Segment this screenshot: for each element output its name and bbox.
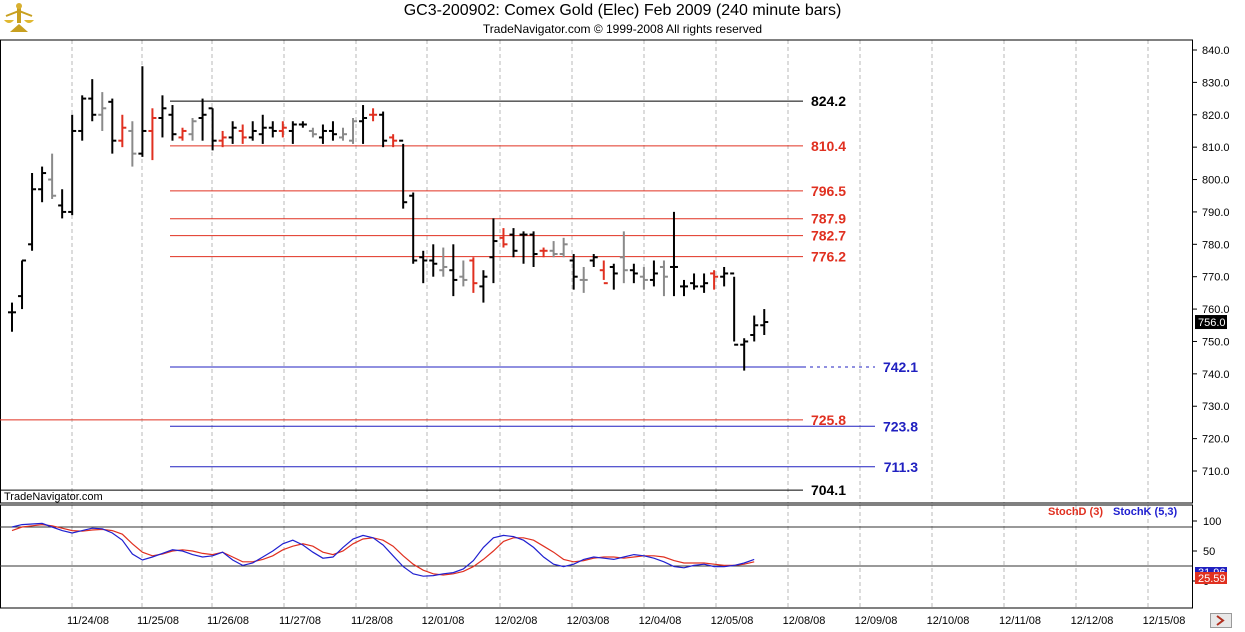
price-axis-label: 720.0	[1202, 434, 1230, 446]
level-label: 782.7	[811, 228, 846, 244]
date-tick-label: 12/10/08	[927, 615, 970, 627]
stochd-value-label: 25.59	[1198, 573, 1226, 585]
price-bars	[8, 66, 769, 371]
price-axis-label: 790.0	[1202, 207, 1230, 219]
level-label: 776.2	[811, 249, 846, 265]
price-axis-label: 740.0	[1202, 369, 1230, 381]
date-tick-label: 12/02/08	[495, 615, 538, 627]
watermark-text: TradeNavigator.com	[4, 491, 103, 503]
chart-frame	[0, 39, 1193, 609]
stochastic-axis: 10050031.9625.59	[1192, 516, 1227, 588]
price-axis-label: 830.0	[1202, 77, 1230, 89]
date-tick-label: 12/11/08	[999, 615, 1041, 627]
level-label: 810.4	[811, 138, 846, 154]
last-price-box	[1195, 315, 1227, 330]
price-axis-label: 760.0	[1202, 304, 1230, 316]
stoch-axis-label: 50	[1203, 546, 1215, 558]
date-tick-label: 12/09/08	[855, 615, 898, 627]
price-axis-label: 800.0	[1202, 175, 1230, 187]
price-axis-label: 840.0	[1202, 45, 1230, 57]
trade-navigator-logo-icon	[4, 3, 34, 32]
stochd-value-box	[1195, 572, 1227, 584]
date-tick-label: 11/25/08	[137, 615, 179, 627]
level-label: 704.1	[811, 482, 846, 498]
date-tick-label: 11/28/08	[351, 615, 393, 627]
date-tick-label: 12/01/08	[422, 615, 465, 627]
date-tick-label: 12/12/08	[1071, 615, 1114, 627]
price-axis-label: 780.0	[1202, 239, 1230, 251]
level-label: 725.8	[811, 412, 846, 428]
date-tick-label: 11/26/08	[207, 615, 249, 627]
date-tick-label: 12/03/08	[567, 615, 610, 627]
stoch-axis-label: 100	[1203, 516, 1221, 528]
level-label: 742.1	[883, 359, 918, 375]
level-label: 824.2	[811, 93, 846, 109]
date-tick-label: 11/27/08	[279, 615, 321, 627]
date-tick-label: 12/15/08	[1143, 615, 1186, 627]
chart-title: GC3-200902: Comex Gold (Elec) Feb 2009 (…	[403, 2, 842, 19]
price-axis-label: 730.0	[1202, 401, 1230, 413]
price-axis-label: 710.0	[1202, 466, 1230, 478]
price-axis: 840.0 830.0 820.0 810.0 800.0 790.0 780.0 770.0…	[1192, 45, 1230, 478]
stochastic-legend: StochD (3) StochK (5,3)	[1048, 506, 1178, 518]
date-tick-label: 12/05/08	[711, 615, 754, 627]
stochastic-panel	[0, 522, 1192, 577]
level-label: 796.5	[811, 183, 846, 199]
chevron-right-icon	[1216, 615, 1225, 626]
price-axis-label: 810.0	[1202, 142, 1230, 154]
price-axis-label: 770.0	[1202, 272, 1230, 284]
date-tick-label: 11/24/08	[67, 615, 109, 627]
price-axis-label: 820.0	[1202, 110, 1230, 122]
scroll-nav-button[interactable]	[1210, 613, 1232, 628]
last-price-label: 756.0	[1198, 317, 1226, 329]
level-label: 711.3	[884, 459, 918, 475]
stochastic-panel-border	[0, 504, 1193, 609]
level-label: 723.8	[883, 418, 918, 434]
date-tick-label: 12/04/08	[639, 615, 682, 627]
level-label: 787.9	[811, 211, 846, 227]
legend-stochk: StochK (5,3)	[1113, 506, 1178, 518]
price-panel-border	[0, 39, 1193, 504]
legend-stochd: StochD (3)	[1048, 506, 1103, 518]
price-axis-label: 750.0	[1202, 336, 1230, 348]
stoch-series-line	[11, 522, 755, 577]
date-tick-label: 12/08/08	[783, 615, 826, 627]
chart-subtitle: TradeNavigator.com © 1999-2008 All right…	[482, 22, 763, 36]
stoch-series-line	[11, 523, 755, 576]
date-axis: 11/24/08 11/25/08 11/26/08 11/27/08 11/28/08…	[67, 615, 1185, 627]
